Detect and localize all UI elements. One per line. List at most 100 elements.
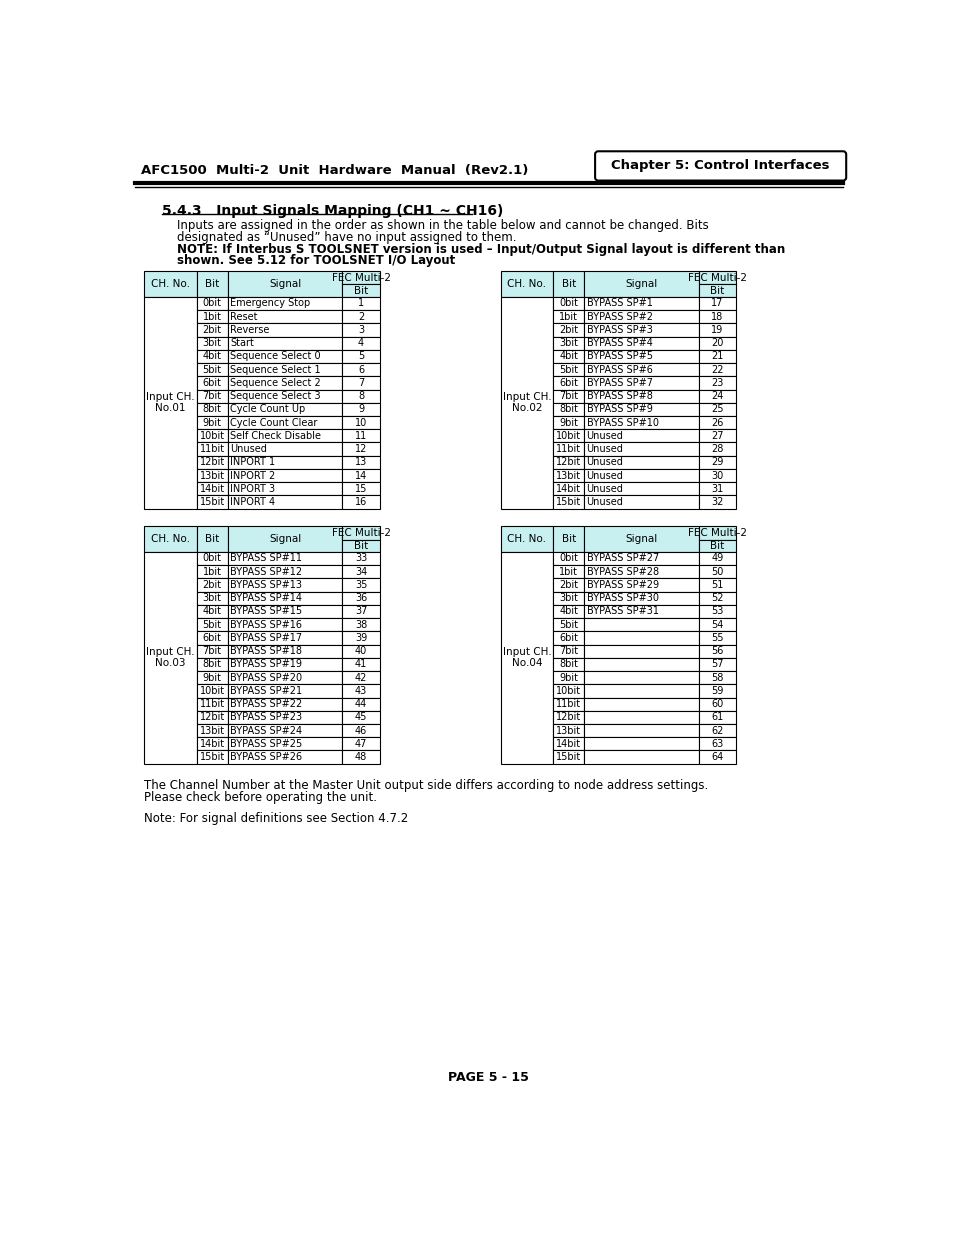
Text: 8: 8 <box>357 391 364 401</box>
Bar <box>699 618 736 631</box>
Text: 1bit: 1bit <box>558 311 578 321</box>
Bar <box>553 310 583 324</box>
Bar <box>699 592 736 605</box>
Bar <box>553 363 583 377</box>
Bar <box>583 416 699 430</box>
Text: Chapter 5: Control Interfaces: Chapter 5: Control Interfaces <box>611 159 829 173</box>
Text: 58: 58 <box>711 673 723 683</box>
Bar <box>342 350 379 363</box>
Text: Unused: Unused <box>586 431 623 441</box>
Text: 13bit: 13bit <box>199 726 225 736</box>
Bar <box>583 605 699 618</box>
Bar <box>342 592 379 605</box>
Bar <box>699 310 736 324</box>
Bar <box>196 363 228 377</box>
Bar <box>228 270 342 296</box>
Text: FEC Multi-2: FEC Multi-2 <box>687 273 746 283</box>
Text: 8bit: 8bit <box>203 659 221 669</box>
Text: 7: 7 <box>357 378 364 388</box>
Text: 11bit: 11bit <box>556 445 580 454</box>
Bar <box>583 296 699 310</box>
Bar <box>553 403 583 416</box>
Bar <box>196 698 228 711</box>
Bar <box>553 552 583 566</box>
Bar <box>196 605 228 618</box>
Text: 9: 9 <box>357 404 364 415</box>
Bar <box>553 270 583 296</box>
Text: Input CH.: Input CH. <box>502 647 551 657</box>
Text: FEC Multi-2: FEC Multi-2 <box>687 527 746 537</box>
Bar <box>553 469 583 482</box>
Bar <box>196 658 228 671</box>
Text: 4bit: 4bit <box>203 352 221 362</box>
Bar <box>196 270 228 296</box>
Text: Start: Start <box>230 338 253 348</box>
Bar <box>228 566 342 578</box>
Text: 12bit: 12bit <box>556 457 580 467</box>
Bar <box>553 526 583 552</box>
Bar <box>699 482 736 495</box>
Text: 18: 18 <box>711 311 723 321</box>
Text: 0bit: 0bit <box>558 553 578 563</box>
Bar <box>228 403 342 416</box>
Text: 46: 46 <box>355 726 367 736</box>
Text: BYPASS SP#27: BYPASS SP#27 <box>586 553 659 563</box>
Text: CH. No.: CH. No. <box>151 279 190 289</box>
Bar <box>228 430 342 442</box>
Bar <box>342 389 379 403</box>
Text: 17: 17 <box>711 299 723 309</box>
Text: 24: 24 <box>711 391 723 401</box>
Text: 7bit: 7bit <box>558 391 578 401</box>
Text: Input CH.: Input CH. <box>146 393 194 403</box>
Text: BYPASS SP#22: BYPASS SP#22 <box>230 699 302 709</box>
Text: 12bit: 12bit <box>556 713 580 722</box>
Bar <box>342 430 379 442</box>
Text: BYPASS SP#16: BYPASS SP#16 <box>230 620 302 630</box>
Text: 10bit: 10bit <box>199 685 225 695</box>
Text: 44: 44 <box>355 699 367 709</box>
Bar <box>699 416 736 430</box>
Text: BYPASS SP#8: BYPASS SP#8 <box>586 391 652 401</box>
Bar <box>342 711 379 724</box>
Bar <box>196 737 228 751</box>
Bar <box>500 552 553 763</box>
Bar <box>583 377 699 389</box>
Bar <box>583 337 699 350</box>
Text: BYPASS SP#20: BYPASS SP#20 <box>230 673 302 683</box>
Text: Inputs are assigned in the order as shown in the table below and cannot be chang: Inputs are assigned in the order as show… <box>177 219 708 232</box>
Text: Bit: Bit <box>710 541 724 551</box>
Bar <box>699 751 736 763</box>
Bar <box>228 684 342 698</box>
Bar <box>342 296 379 310</box>
Bar <box>553 645 583 658</box>
Text: 13bit: 13bit <box>556 726 580 736</box>
Bar <box>228 416 342 430</box>
Text: BYPASS SP#7: BYPASS SP#7 <box>586 378 652 388</box>
Text: CH. No.: CH. No. <box>507 534 546 543</box>
Text: 37: 37 <box>355 606 367 616</box>
Text: Signal: Signal <box>269 534 301 543</box>
Bar <box>500 296 553 509</box>
Bar <box>196 442 228 456</box>
Bar <box>342 566 379 578</box>
Text: BYPASS SP#31: BYPASS SP#31 <box>586 606 658 616</box>
Text: FEC Multi-2: FEC Multi-2 <box>332 273 390 283</box>
Text: shown. See 5.12 for TOOLSNET I/O Layout: shown. See 5.12 for TOOLSNET I/O Layout <box>177 254 456 268</box>
Bar <box>196 671 228 684</box>
Bar <box>342 526 379 540</box>
Bar <box>699 430 736 442</box>
Text: Sequence Select 0: Sequence Select 0 <box>230 352 320 362</box>
Bar <box>583 684 699 698</box>
Bar <box>699 350 736 363</box>
Bar <box>196 711 228 724</box>
Text: 64: 64 <box>711 752 723 762</box>
Text: BYPASS SP#11: BYPASS SP#11 <box>230 553 302 563</box>
Bar <box>342 324 379 337</box>
Bar <box>342 495 379 509</box>
Bar <box>699 540 736 552</box>
Text: Bit: Bit <box>561 279 576 289</box>
Text: BYPASS SP#18: BYPASS SP#18 <box>230 646 302 656</box>
Text: Unused: Unused <box>230 445 267 454</box>
Bar <box>228 592 342 605</box>
Bar <box>196 526 228 552</box>
